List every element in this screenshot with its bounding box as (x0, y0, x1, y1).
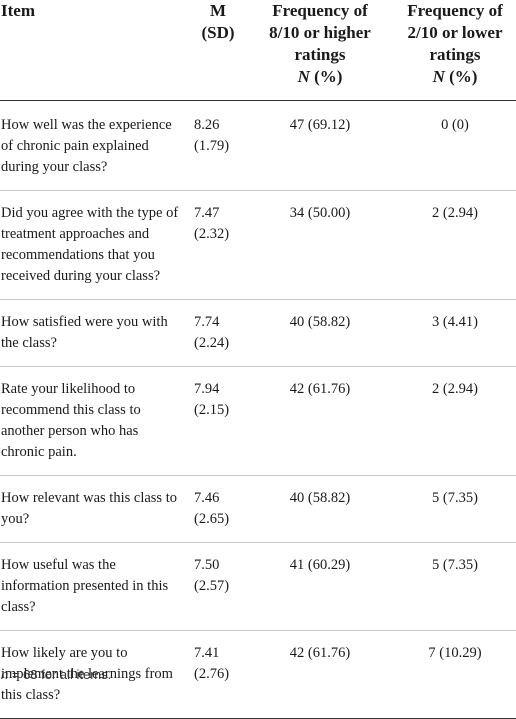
row-low-frequency: 0 (0) (386, 100, 516, 191)
header-item-label: Item (1, 1, 35, 20)
header-mean-sd: M (SD) (190, 0, 246, 101)
row-sd: (2.57) (194, 578, 230, 594)
row-mean: 7.74 (194, 314, 220, 330)
row-mean-sd: 7.74 (2.24) (190, 299, 246, 367)
table-header: Item M (SD) Frequency of 8/10 or higher … (0, 0, 516, 101)
header-low-line-3: ratings (429, 45, 481, 64)
row-mean-sd: 7.46 (2.65) (190, 475, 246, 543)
row-item-text: How satisfied were you with the class? (0, 299, 190, 367)
footnote-n-symbol: n (1, 667, 9, 682)
header-high-line-1: Frequency of (272, 1, 368, 20)
row-low-frequency: 5 (7.35) (386, 542, 516, 631)
header-sd-label: (SD) (201, 23, 235, 42)
row-sd: (2.24) (194, 335, 230, 351)
row-low-frequency: 5 (7.35) (386, 475, 516, 543)
header-mean-label: M (209, 1, 227, 20)
header-high-line-2: 8/10 or higher (269, 23, 371, 42)
table-row: How satisfied were you with the class? 7… (0, 299, 516, 367)
row-sd: (2.65) (194, 511, 230, 527)
row-mean-sd: 8.26 (1.79) (190, 100, 246, 191)
row-high-frequency: 42 (61.76) (246, 630, 386, 719)
row-mean-sd: 7.94 (2.15) (190, 366, 246, 476)
row-sd: (2.15) (194, 402, 230, 418)
table-row: How useful was the information presented… (0, 542, 516, 631)
table-footnote: n = 68 for all items. (1, 667, 111, 683)
header-item: Item (0, 0, 190, 101)
row-item-text: How useful was the information presented… (0, 542, 190, 631)
row-sd: (1.79) (194, 138, 230, 154)
row-high-frequency: 47 (69.12) (246, 100, 386, 191)
header-low-line-2: 2/10 or lower (407, 23, 503, 42)
row-low-frequency: 2 (2.94) (386, 190, 516, 300)
header-low-unit: N (%) (394, 66, 516, 88)
header-high-unit-pct: (%) (309, 67, 343, 86)
row-mean: 8.26 (194, 117, 220, 133)
header-low-frequency: Frequency of 2/10 or lower ratings N (%) (386, 0, 516, 101)
header-row: Item M (SD) Frequency of 8/10 or higher … (0, 0, 516, 101)
row-high-frequency: 40 (58.82) (246, 475, 386, 543)
row-low-frequency: 2 (2.94) (386, 366, 516, 476)
row-high-frequency: 42 (61.76) (246, 366, 386, 476)
footnote-text: = 68 for all items. (8, 667, 112, 682)
row-item-text: Did you agree with the type of treatment… (0, 190, 190, 300)
header-low-unit-pct: (%) (444, 67, 478, 86)
row-mean: 7.47 (194, 205, 220, 221)
row-mean: 7.94 (194, 381, 220, 397)
row-mean-sd: 7.50 (2.57) (190, 542, 246, 631)
row-sd: (2.32) (194, 226, 230, 242)
header-low-line-1: Frequency of (407, 1, 503, 20)
row-high-frequency: 41 (60.29) (246, 542, 386, 631)
row-low-frequency: 3 (4.41) (386, 299, 516, 367)
row-mean: 7.41 (194, 645, 220, 661)
row-high-frequency: 34 (50.00) (246, 190, 386, 300)
header-high-line-3: ratings (294, 45, 346, 64)
row-low-frequency: 7 (10.29) (386, 630, 516, 719)
row-high-frequency: 40 (58.82) (246, 299, 386, 367)
row-mean-sd: 7.47 (2.32) (190, 190, 246, 300)
table-body: How well was the experience of chronic p… (0, 100, 516, 719)
row-mean: 7.50 (194, 557, 220, 573)
table-row: How relevant was this class to you? 7.46… (0, 475, 516, 543)
header-high-unit-n: N (297, 67, 310, 86)
row-sd: (2.76) (194, 666, 230, 682)
row-mean-sd: 7.41 (2.76) (190, 630, 246, 719)
row-mean: 7.46 (194, 490, 220, 506)
table-row: Did you agree with the type of treatment… (0, 190, 516, 300)
row-item-text: Rate your likelihood to recommend this c… (0, 366, 190, 476)
row-item-text: How relevant was this class to you? (0, 475, 190, 543)
row-item-text: How well was the experience of chronic p… (0, 100, 190, 191)
header-high-frequency: Frequency of 8/10 or higher ratings N (%… (246, 0, 386, 101)
table-row: Rate your likelihood to recommend this c… (0, 366, 516, 476)
header-low-unit-n: N (432, 67, 445, 86)
table-row: How well was the experience of chronic p… (0, 100, 516, 191)
header-high-unit: N (%) (254, 66, 386, 88)
